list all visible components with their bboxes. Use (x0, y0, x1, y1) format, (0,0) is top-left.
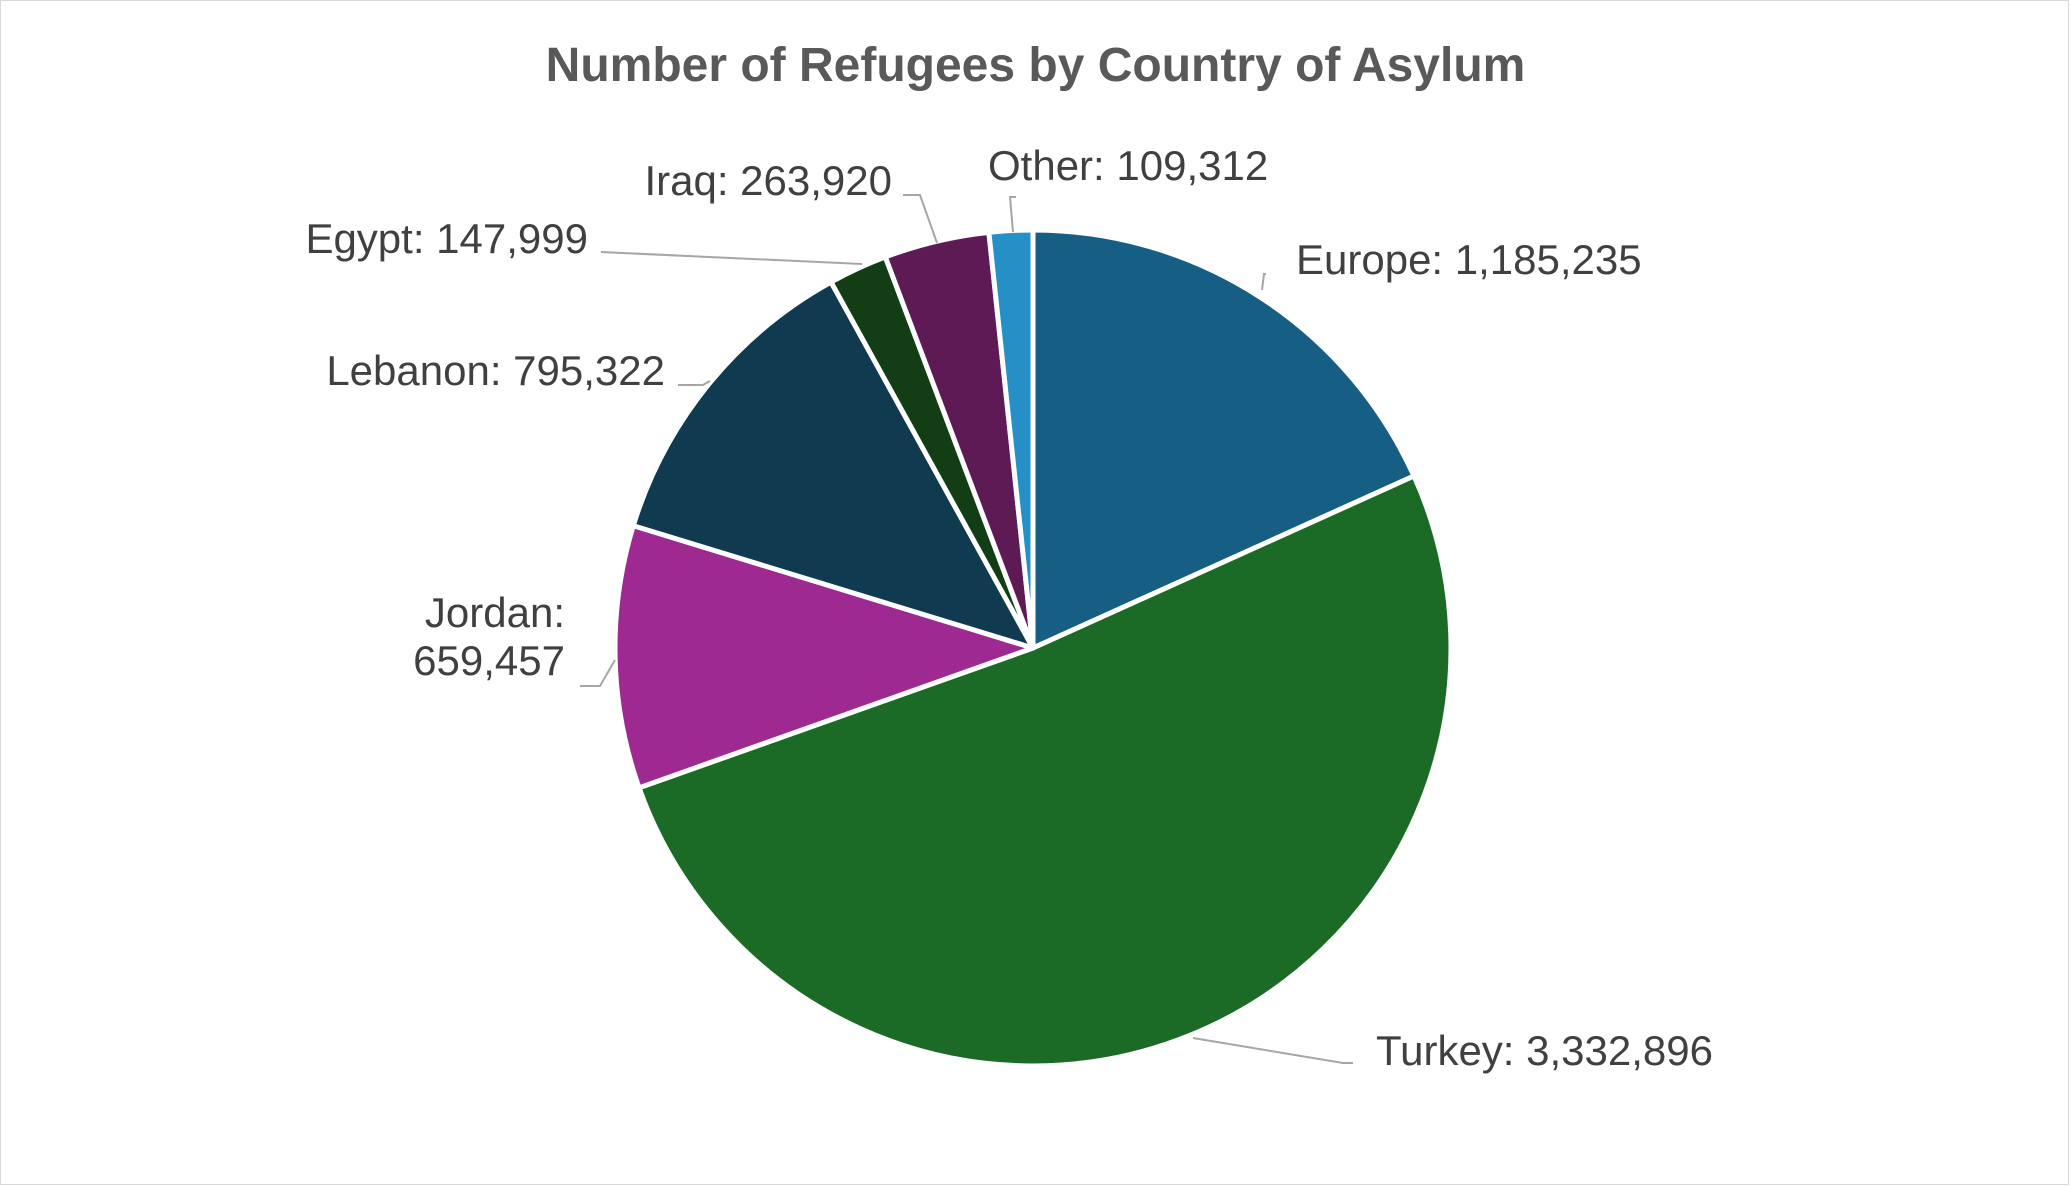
pie-slice-other (986, 227, 1036, 651)
leader-line-egypt (600, 251, 863, 265)
leader-line-iraq (903, 194, 938, 244)
pie-slice-turkey (636, 473, 1454, 1069)
data-label-egypt: Egypt: 147,999 (305, 215, 588, 262)
leader-line-europe (1261, 273, 1266, 291)
leader-line-turkey (1192, 1037, 1353, 1064)
data-label-turkey: Turkey: 3,332,896 (1376, 1027, 1713, 1074)
chart-title: Number of Refugees by Country of Asylum (545, 39, 1526, 92)
pie-slice-jordan (612, 523, 1036, 791)
pie-slice-lebanon (630, 279, 1036, 651)
data-label-iraq: Iraq: 263,920 (644, 157, 892, 204)
data-label-europe: Europe: 1,185,235 (1296, 236, 1642, 283)
leader-line-jordan (580, 659, 616, 687)
data-label-lebanon: Lebanon: 795,322 (326, 347, 665, 394)
data-labels: Europe: 1,185,235 Turkey: 3,332,896 Jordan… (305, 142, 1713, 1074)
pie-slices (612, 227, 1454, 1069)
leader-lines (580, 194, 1353, 1064)
pie-slice-europe (1030, 227, 1417, 651)
data-label-jordan: Jordan: 659,457 (413, 589, 565, 684)
leader-line-other (1008, 196, 1016, 233)
leader-line-lebanon (678, 380, 711, 386)
data-label-other: Other: 109,312 (988, 142, 1268, 189)
